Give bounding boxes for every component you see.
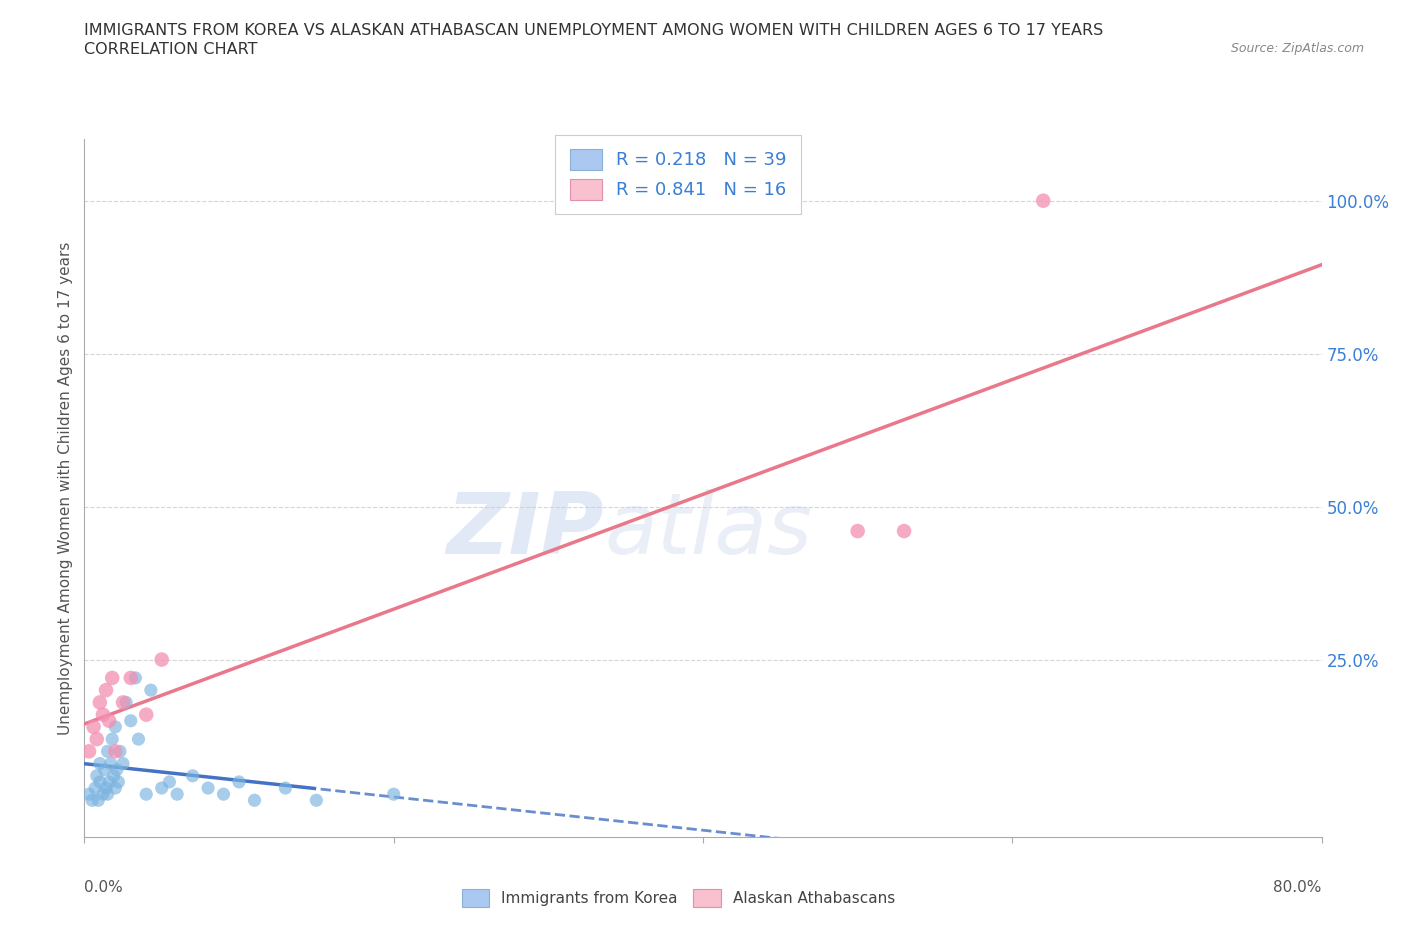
Point [150, 780, 173, 795]
Point [243, 793, 266, 808]
Point [96, 787, 118, 802]
Point [108, 744, 131, 759]
Point [120, 671, 142, 685]
Point [89, 695, 111, 710]
Point [112, 695, 135, 710]
Point [107, 775, 129, 790]
Point [135, 707, 157, 722]
Point [93, 763, 115, 777]
Point [104, 720, 127, 735]
Point [127, 732, 149, 747]
Point [382, 787, 405, 802]
Text: atlas: atlas [605, 488, 813, 572]
Point [115, 695, 138, 710]
Y-axis label: Unemployment Among Women with Children Ages 6 to 17 years: Unemployment Among Women with Children A… [58, 242, 73, 735]
Point [135, 787, 157, 802]
Point [159, 775, 180, 790]
Text: ZIP: ZIP [446, 488, 605, 572]
Point [197, 780, 219, 795]
Point [181, 768, 204, 783]
Point [77, 744, 100, 759]
Point [91, 707, 114, 722]
Point [98, 775, 121, 790]
Point [98, 713, 121, 728]
Point [228, 775, 250, 790]
Point [86, 768, 108, 783]
Text: 0.0%: 0.0% [84, 880, 124, 895]
Point [104, 744, 127, 759]
Point [100, 756, 122, 771]
Point [89, 756, 111, 771]
Point [124, 671, 146, 685]
Point [89, 775, 111, 790]
Point [83, 720, 105, 735]
Point [120, 713, 142, 728]
Point [1032, 193, 1054, 208]
Point [94, 683, 117, 698]
Text: Source: ZipAtlas.com: Source: ZipAtlas.com [1230, 42, 1364, 55]
Point [139, 683, 162, 698]
Text: IMMIGRANTS FROM KOREA VS ALASKAN ATHABASCAN UNEMPLOYMENT AMONG WOMEN WITH CHILDR: IMMIGRANTS FROM KOREA VS ALASKAN ATHABAS… [84, 23, 1104, 38]
Point [87, 793, 110, 808]
Point [212, 787, 235, 802]
Point [104, 780, 127, 795]
Point [94, 780, 117, 795]
Text: CORRELATION CHART: CORRELATION CHART [84, 42, 257, 57]
Point [101, 732, 124, 747]
Legend: Immigrants from Korea, Alaskan Athabascans: Immigrants from Korea, Alaskan Athabasca… [456, 884, 901, 913]
Point [103, 768, 125, 783]
Point [77, 787, 100, 802]
Point [305, 793, 328, 808]
Point [101, 671, 124, 685]
Point [82, 793, 104, 808]
Point [112, 756, 135, 771]
Point [86, 732, 108, 747]
Point [91, 787, 114, 802]
Point [105, 763, 128, 777]
Point [846, 524, 869, 538]
Point [893, 524, 915, 538]
Point [84, 780, 107, 795]
Point [274, 780, 297, 795]
Point [96, 744, 118, 759]
Text: 80.0%: 80.0% [1274, 880, 1322, 895]
Point [166, 787, 188, 802]
Point [150, 652, 173, 667]
